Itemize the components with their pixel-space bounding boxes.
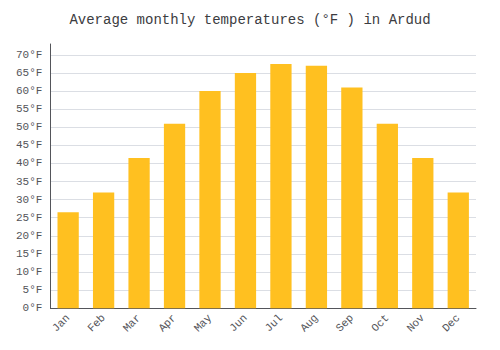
svg-text:Jul: Jul <box>263 312 285 334</box>
svg-text:0°F: 0°F <box>23 302 43 314</box>
svg-text:Sep: Sep <box>334 312 356 334</box>
svg-text:40°F: 40°F <box>16 157 42 169</box>
svg-text:Nov: Nov <box>405 312 428 335</box>
svg-text:60°F: 60°F <box>16 85 42 97</box>
svg-text:30°F: 30°F <box>16 194 42 206</box>
svg-text:10°F: 10°F <box>16 266 42 278</box>
svg-text:Dec: Dec <box>440 312 462 334</box>
svg-text:Feb: Feb <box>85 312 107 334</box>
svg-text:15°F: 15°F <box>16 248 42 260</box>
svg-text:May: May <box>192 312 215 335</box>
svg-text:25°F: 25°F <box>16 212 42 224</box>
svg-text:55°F: 55°F <box>16 103 42 115</box>
svg-text:Mar: Mar <box>121 312 143 334</box>
svg-text:Oct: Oct <box>369 312 391 334</box>
svg-text:5°F: 5°F <box>23 284 43 296</box>
svg-text:Jun: Jun <box>227 312 249 334</box>
svg-text:Apr: Apr <box>156 312 178 334</box>
svg-text:70°F: 70°F <box>16 49 42 61</box>
svg-text:45°F: 45°F <box>16 139 42 151</box>
svg-text:Average monthly temperatures (: Average monthly temperatures (°F ) in Ar… <box>69 12 430 28</box>
svg-text:20°F: 20°F <box>16 230 42 242</box>
svg-text:Jan: Jan <box>50 312 72 334</box>
svg-text:35°F: 35°F <box>16 176 42 188</box>
svg-text:65°F: 65°F <box>16 67 42 79</box>
svg-text:50°F: 50°F <box>16 121 42 133</box>
svg-text:Aug: Aug <box>298 312 320 334</box>
